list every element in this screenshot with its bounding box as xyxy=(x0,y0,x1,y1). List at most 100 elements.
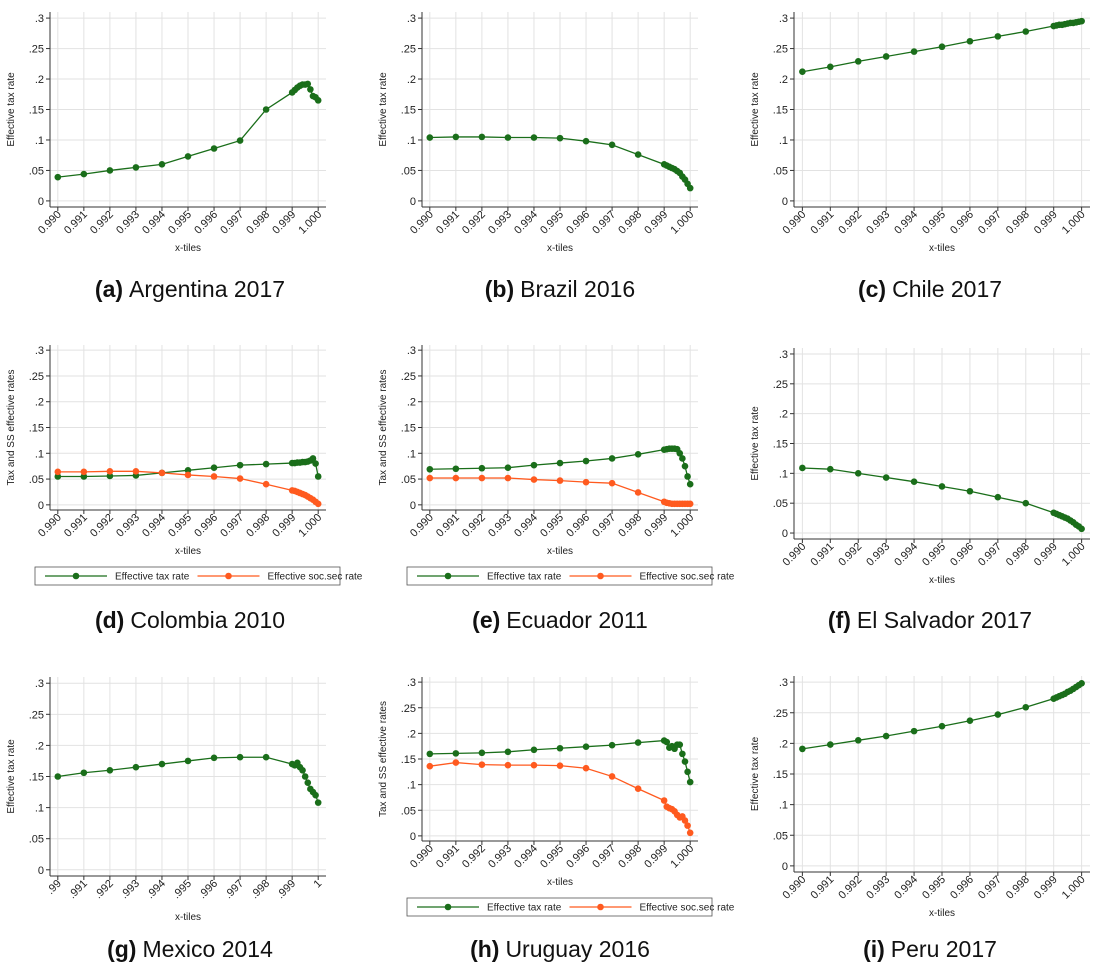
data-point xyxy=(452,133,460,141)
caption: (c) Chile 2017 xyxy=(858,276,1002,302)
x-tick-label: 0.995 xyxy=(166,512,194,540)
x-tick-label: 0.991 xyxy=(808,209,836,237)
data-point xyxy=(106,167,114,174)
data-point xyxy=(184,153,192,160)
data-point xyxy=(634,151,642,158)
x-tick-label: 0.994 xyxy=(512,512,540,540)
data-point xyxy=(882,732,890,740)
data-point xyxy=(556,744,564,752)
data-point xyxy=(530,476,538,483)
x-tick-label: 0.999 xyxy=(1032,541,1060,569)
data-point xyxy=(686,480,694,488)
x-tick-label: 0.998 xyxy=(616,843,644,871)
x-tick-label: 0.994 xyxy=(892,541,920,569)
x-tick-label: 0.992 xyxy=(836,541,864,569)
y-axis-label: Effective tax rate xyxy=(750,406,761,481)
x-axis-label: x-tiles xyxy=(929,908,955,919)
data-point xyxy=(608,773,616,780)
data-point xyxy=(158,161,166,168)
x-tick-label: 0.991 xyxy=(808,541,836,569)
x-tick-label: 0.991 xyxy=(434,843,462,871)
x-axis-label: x-tiles xyxy=(929,575,955,586)
data-point xyxy=(236,461,244,469)
caption: (e) Ecuador 2011 xyxy=(472,607,648,633)
x-tick-label: .991 xyxy=(66,878,90,902)
x-tick-label: .994 xyxy=(144,878,168,902)
x-tick-label: 0.998 xyxy=(616,512,644,540)
caption-text: Mexico 2014 xyxy=(142,936,273,962)
y-tick-label: .1 xyxy=(35,448,44,460)
data-point xyxy=(854,58,862,65)
x-tick-label: 0.990 xyxy=(408,209,436,237)
data-point xyxy=(1022,28,1030,35)
x-tick-label: .999 xyxy=(275,878,299,902)
data-point xyxy=(299,766,306,774)
y-tick-label: .3 xyxy=(779,677,788,689)
y-tick-label: .05 xyxy=(29,474,44,486)
x-tick-label: 0.999 xyxy=(1032,874,1060,902)
x-tick-label: 0.994 xyxy=(140,209,168,237)
x-tick-label: 0.996 xyxy=(564,843,592,871)
data-point xyxy=(426,750,434,758)
caption-panel: (i) xyxy=(863,936,885,962)
data-point xyxy=(938,722,946,730)
data-point xyxy=(582,743,590,750)
x-tick-label: 0.996 xyxy=(948,541,976,569)
y-tick-label: .05 xyxy=(401,805,416,817)
y-tick-label: .2 xyxy=(407,74,416,86)
y-tick-label: .15 xyxy=(773,439,788,451)
x-tick-label: 0.995 xyxy=(538,209,566,237)
y-tick-label: .1 xyxy=(779,135,788,147)
data-point xyxy=(106,766,114,774)
y-tick-label: .3 xyxy=(35,13,44,25)
data-point xyxy=(530,134,538,141)
x-tick-label: 0.995 xyxy=(538,512,566,540)
y-tick-label: 0 xyxy=(782,196,788,208)
data-point xyxy=(582,764,590,772)
x-tick-label: 0.997 xyxy=(218,209,246,237)
y-tick-label: .15 xyxy=(773,105,788,117)
y-tick-label: .2 xyxy=(407,397,416,409)
data-point xyxy=(827,741,834,748)
caption-panel: (d) xyxy=(95,607,124,633)
x-tick-label: .99 xyxy=(45,878,64,897)
caption-text: Chile 2017 xyxy=(892,276,1002,302)
x-tick-label: 0.993 xyxy=(864,209,892,237)
y-tick-label: 0 xyxy=(410,196,416,208)
data-point xyxy=(314,799,322,806)
legend-label: Effective soc.sec rate xyxy=(268,572,363,583)
data-point xyxy=(676,741,684,748)
chart-panel: 0.05.1.15.2.25.30.9900.9910.9920.9930.99… xyxy=(6,345,363,633)
y-tick-label: .05 xyxy=(773,165,788,177)
x-tick-label: 0.999 xyxy=(642,512,670,540)
x-tick-label: 0.991 xyxy=(434,209,462,237)
data-point xyxy=(504,134,512,141)
data-point xyxy=(684,768,691,776)
chart-panel: 0.05.1.15.2.25.30.9900.9910.9920.9930.99… xyxy=(378,677,735,962)
data-point xyxy=(236,475,244,482)
y-tick-label: .15 xyxy=(401,105,416,117)
x-axis-label: x-tiles xyxy=(929,243,955,254)
x-axis-label: x-tiles xyxy=(547,877,573,888)
data-point xyxy=(184,757,192,765)
data-point xyxy=(556,459,564,467)
data-point xyxy=(478,761,486,768)
data-point xyxy=(236,137,244,144)
data-point xyxy=(309,455,317,462)
x-tick-label: 1.000 xyxy=(668,512,696,540)
y-tick-label: .1 xyxy=(407,448,416,460)
data-point xyxy=(634,489,642,496)
caption: (a) Argentina 2017 xyxy=(95,276,285,302)
chart-panel: 0.05.1.15.2.25.30.9900.9910.9920.9930.99… xyxy=(378,345,735,633)
data-point xyxy=(938,483,946,490)
y-tick-label: .3 xyxy=(779,13,788,25)
y-tick-label: .25 xyxy=(29,709,44,721)
data-point xyxy=(994,33,1002,40)
y-tick-label: .05 xyxy=(401,165,416,177)
data-point xyxy=(582,478,590,486)
caption-text: Uruguay 2016 xyxy=(505,936,650,962)
data-point xyxy=(634,785,642,793)
x-tick-label: 0.991 xyxy=(434,512,462,540)
